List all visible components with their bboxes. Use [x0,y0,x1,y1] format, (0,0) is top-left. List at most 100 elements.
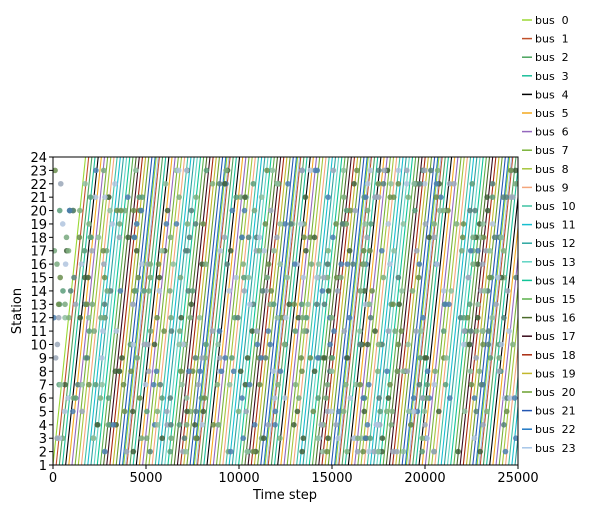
stop-marker [416,261,423,267]
stop-marker [138,435,145,442]
bus-2-trip-line [482,157,517,465]
stop-marker [489,221,496,227]
stop-marker [305,301,311,308]
stop-marker [63,234,70,241]
stop-marker [410,395,417,401]
bus-1-trip-line [55,157,90,465]
bus-10-trip-line [366,157,401,465]
bus-16-trip-line [315,157,349,465]
stop-marker [511,395,518,401]
stop-marker [144,408,150,415]
stop-marker [101,448,108,455]
stop-marker [498,341,505,348]
stop-marker [66,314,72,321]
stop-marker [282,221,289,227]
stop-marker [155,261,162,267]
stop-marker [184,408,190,415]
stop-marker [434,261,440,267]
stop-marker [355,435,361,442]
stop-marker [455,448,461,455]
stop-marker [193,408,199,415]
stop-marker [467,247,474,254]
stop-marker [431,221,438,227]
bus-17-trip-line [176,157,211,465]
stop-marker [270,301,277,308]
stop-marker [222,355,229,361]
stop-marker [79,381,86,388]
stop-marker [453,221,460,227]
stop-marker [82,180,88,187]
stop-marker [375,448,382,455]
bus-20-trip-line [398,157,433,465]
stop-marker [459,247,465,254]
y-tick-label: 10 [30,338,47,353]
stop-marker [325,194,331,200]
bus-10-trip-line [437,157,472,465]
stop-marker [200,408,207,415]
bus-13-trip-line [234,157,269,465]
stop-marker [369,288,375,294]
stop-marker [258,355,264,361]
stop-marker [468,328,474,334]
stop-marker [438,194,444,200]
bus-18-trip-line [109,157,144,465]
stop-marker [384,368,390,375]
stop-marker [138,261,145,267]
bus-11-trip-line [87,157,121,465]
bus-0-trip-line [264,157,299,465]
legend: bus 0 bus 1 bus 2 bus 3 bus 4 bus 5 bus 6 bus 7… [522,14,576,455]
stop-marker [167,448,173,455]
stop-marker [487,247,493,254]
stop-marker [330,234,336,241]
stop-marker [154,314,160,321]
bus-4-trip-line [347,157,382,465]
legend-label: bus 4 [535,88,569,101]
stop-marker [405,194,412,200]
stop-marker [85,314,92,321]
stop-marker [365,381,372,388]
stop-marker [489,194,496,200]
stop-marker [62,381,68,388]
stop-marker [264,167,270,174]
stop-marker [183,422,190,428]
stop-marker [470,261,476,267]
stop-marker [227,448,234,455]
stop-marker [87,194,94,200]
stop-marker [245,274,252,281]
stop-marker [474,314,481,321]
bus-7-trip-line [427,157,462,465]
stop-marker [510,341,516,348]
stop-marker [133,167,139,174]
stop-marker [489,314,495,321]
stop-marker [493,301,499,308]
stop-marker [468,381,475,388]
stop-marker [471,435,478,442]
stop-marker [176,194,182,200]
stop-marker [484,194,490,200]
stop-marker [147,328,154,334]
stop-marker [400,368,406,375]
bus-6-trip-line [283,157,318,465]
stop-marker [361,408,368,415]
bus-4-trip-line [65,157,99,465]
stop-marker [147,448,153,455]
bus-17-trip-line [247,157,282,465]
stop-marker [60,288,66,294]
stop-marker [241,207,248,214]
stop-marker [94,422,101,428]
y-tick-label: 12 [30,312,47,327]
bus-6-trip-line [212,157,247,465]
stop-marker [239,395,245,401]
y-tick-label: 4 [39,419,47,434]
stop-marker [367,314,374,321]
stop-marker [485,341,492,348]
stop-marker [307,234,313,241]
x-tick-label: 15000 [311,471,352,486]
stop-marker [353,381,359,388]
bus-13-trip-line [305,157,340,465]
stop-marker [209,180,216,187]
stop-marker [473,408,480,415]
stop-marker [333,422,339,428]
bus-7-trip-line [286,157,321,465]
